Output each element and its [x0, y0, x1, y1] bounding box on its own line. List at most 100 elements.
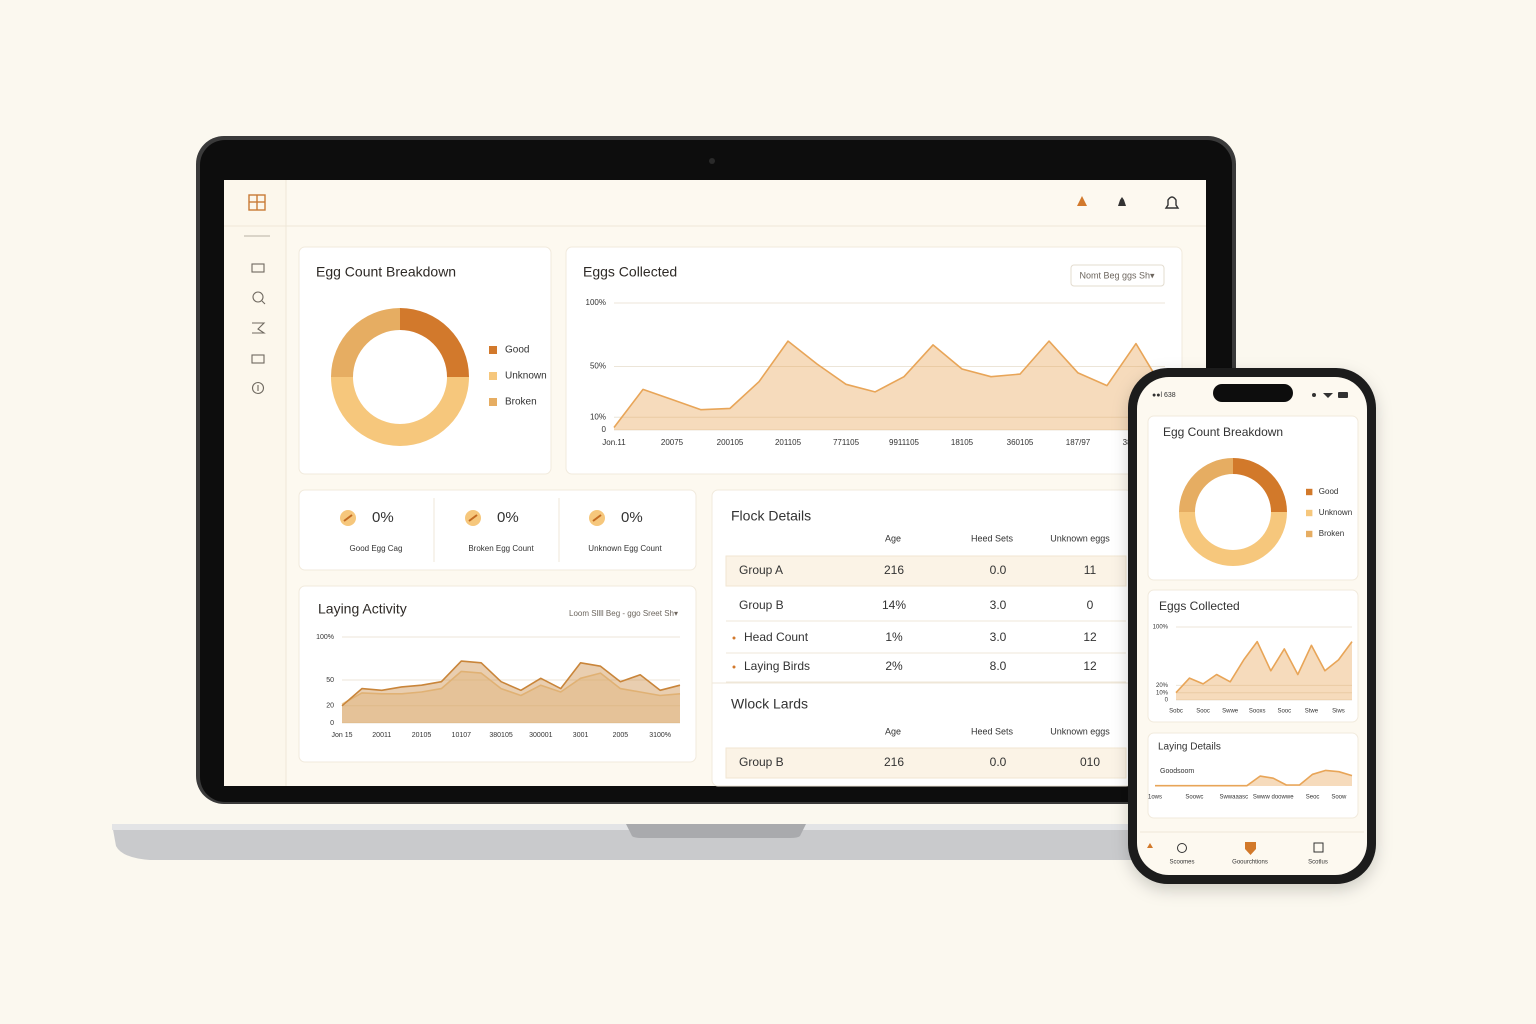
x-tick-label: 200105 — [717, 438, 744, 447]
y-tick-label: 100% — [586, 298, 606, 307]
nav-icon[interactable] — [1245, 842, 1256, 855]
legend-label: Unknown — [1319, 508, 1352, 517]
kpi-value: 0% — [372, 509, 394, 526]
card-title: Egg Count Breakdown — [316, 264, 456, 280]
area-chart: 0 20 50 100% Jon 15 20011 20105 10107 380105 3000… — [316, 634, 681, 739]
row-bullet — [732, 665, 736, 669]
column-header: Unknown eggs — [1050, 533, 1110, 543]
x-tick-label: 300001 — [529, 732, 552, 739]
x-tick-label: Soowc — [1185, 795, 1203, 801]
legend-swatch — [489, 372, 497, 380]
x-tick-label: Swwe — [1222, 709, 1239, 715]
kpis: 0% Good Egg Cag 0% Broken Egg Count 0% Unknow… — [340, 509, 662, 553]
donut-segment — [331, 377, 469, 446]
cell: 14% — [882, 598, 906, 612]
row-label: Group A — [739, 563, 783, 577]
table-title: Flock Details — [731, 508, 811, 524]
cell: 11 — [1084, 563, 1097, 577]
chart-label: Goodsoom — [1160, 768, 1194, 775]
area — [1176, 641, 1352, 700]
x-tick-label: 187/97 — [1066, 438, 1091, 447]
y-tick-label: 10% — [590, 412, 606, 421]
line — [341, 660, 681, 707]
kpi-label: Broken Egg Count — [468, 544, 534, 553]
area-chart: 1ows Soowc Swwaaasc Swww doowwe Seoc Soow — [1148, 769, 1353, 801]
cell: 3.0 — [990, 598, 1007, 612]
nav-label[interactable]: Goourchtions — [1232, 860, 1268, 866]
line — [613, 340, 1166, 428]
donut-segment — [1233, 458, 1287, 512]
y-tick-label: 0 — [602, 425, 607, 434]
cell: 0 — [1087, 598, 1094, 612]
area — [342, 661, 680, 723]
column-header: Unknown eggs — [1050, 726, 1110, 736]
topbar-icons[interactable] — [1077, 196, 1180, 209]
legend-swatch — [1306, 488, 1313, 496]
nav-label[interactable]: Scoomes — [1169, 860, 1194, 866]
x-tick-label: Soow — [1331, 795, 1347, 801]
alert-icon[interactable] — [1077, 196, 1087, 206]
bottom-nav[interactable]: Scoomes Goourchtions Scotlus — [1169, 860, 1327, 866]
card-title: Egg Count Breakdown — [1163, 425, 1283, 439]
cell: 0.0 — [990, 563, 1007, 577]
kpi-value: 0% — [621, 509, 643, 526]
y-tick-label: 100% — [1153, 625, 1169, 631]
y-tick-label: 50% — [590, 362, 606, 371]
base-notch — [626, 824, 806, 838]
dropdown-label[interactable]: Loom Sllll Beg - ggo Sreet Sh▾ — [569, 609, 678, 618]
column-header: Age — [885, 533, 901, 543]
nav-icon[interactable] — [1313, 842, 1324, 853]
flame-icon[interactable] — [1118, 197, 1126, 206]
cell: 1% — [885, 630, 903, 644]
cell: 12 — [1083, 630, 1097, 644]
y-tick-label: 100% — [316, 634, 334, 641]
laptop: Egg Count Breakdown Good Unknown Broken Eg… — [112, 136, 1300, 860]
sidebar — [224, 180, 286, 786]
column-header: Age — [885, 726, 901, 736]
x-tick-label: Stwe — [1305, 709, 1319, 715]
card-title: Laying Activity — [318, 601, 407, 617]
legend-label: Good — [505, 345, 529, 356]
cell: 216 — [884, 755, 904, 769]
y-tick-label: 0 — [330, 720, 334, 727]
x-tick-label: Seoc — [1306, 795, 1320, 801]
row-bullet — [732, 636, 736, 640]
x-tick-label: 18105 — [951, 438, 974, 447]
line — [1155, 769, 1353, 787]
card-title: Eggs Collected — [583, 264, 677, 280]
cell: 8.0 — [990, 659, 1007, 673]
status-bar: ●●l 638 — [1152, 392, 1176, 399]
donut-segment — [1179, 458, 1233, 512]
x-tick-label: Swwaaasc — [1219, 795, 1248, 801]
dropdown-label[interactable]: Nomt Beg ggs Sh▾ — [1079, 270, 1155, 280]
row-highlight — [725, 747, 1127, 779]
donut-segment — [400, 308, 469, 377]
dropdown[interactable] — [1070, 264, 1165, 287]
x-tick-label: 360105 — [1007, 438, 1034, 447]
column-header: Heed Sets — [971, 726, 1014, 736]
cell: 010 — [1080, 755, 1100, 769]
x-tick-label: 380105 — [489, 732, 512, 739]
x-tick-label: 20075 — [661, 438, 684, 447]
notch — [1213, 384, 1293, 402]
nav-label[interactable]: Scotlus — [1308, 860, 1328, 866]
x-tick-label: 3100% — [649, 732, 671, 739]
nav-icon[interactable] — [1177, 843, 1187, 853]
donut-chart: Good Unknown Broken — [1179, 458, 1352, 566]
bell-icon[interactable] — [1164, 196, 1180, 209]
y-tick-label: 20% — [1156, 683, 1169, 689]
donut-chart: Good Unknown Broken — [331, 308, 547, 446]
x-tick-label: 3001 — [573, 732, 589, 739]
y-tick-label: 20 — [326, 703, 334, 710]
cell: 2% — [885, 659, 903, 673]
y-tick-label: 50 — [326, 677, 334, 684]
area-chart: 0 10% 50% 100% Jon.11 20075 200105 201105 771105… — [586, 298, 1166, 447]
x-tick-label: Jon 15 — [331, 732, 352, 739]
x-tick-label: Sobc — [1169, 709, 1183, 715]
y-tick-label: 0 — [1165, 698, 1169, 704]
x-tick-label: Swww doowwe — [1253, 795, 1294, 801]
laptop-base — [112, 824, 1300, 860]
kpi-icon-mark — [468, 514, 478, 522]
cell: 0.0 — [990, 755, 1007, 769]
